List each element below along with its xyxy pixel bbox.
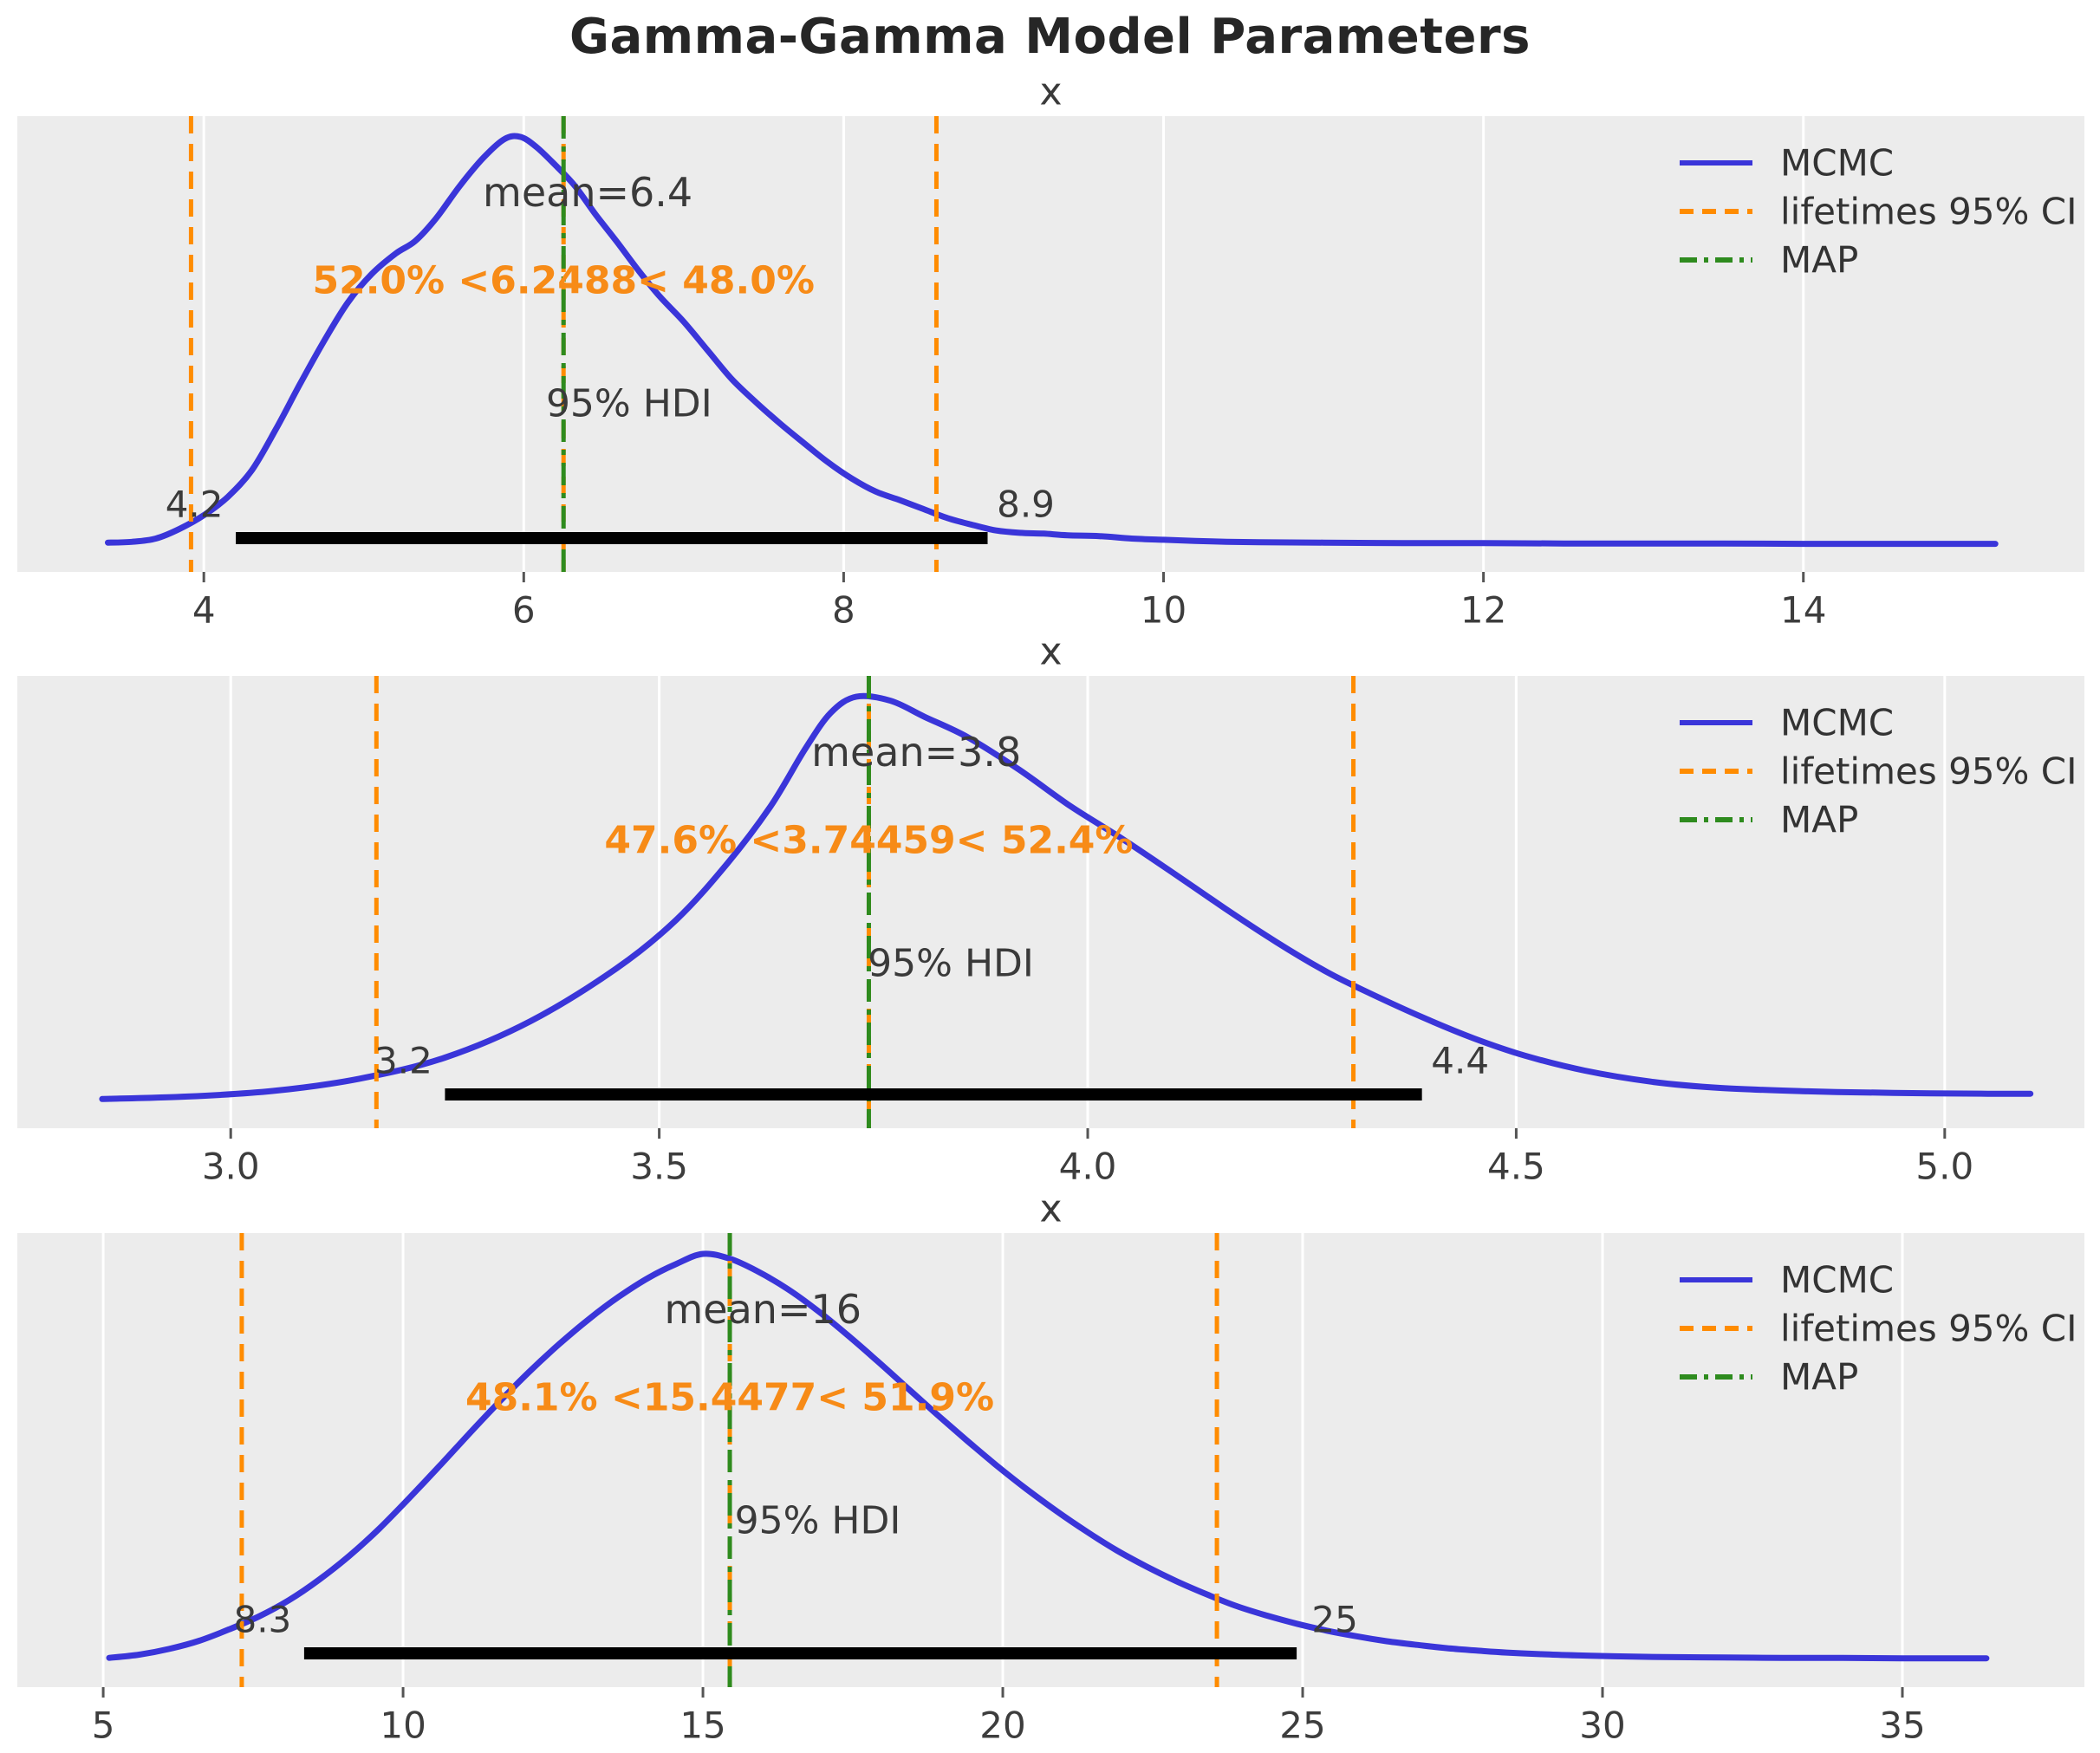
mcmc-curve [99, 692, 2034, 1102]
hdi-label: 95% HDI [735, 1499, 901, 1543]
hdi-upper-label: 8.9 [997, 484, 1055, 526]
legend-item-lifetimes-95-ci: lifetimes 95% CI [1680, 1308, 2077, 1350]
subplot-1: x 4 6 8 10 12 14 4.2 8.9 95% HDI mean=6.4 52.0% <6.… [17, 70, 2084, 632]
legend-item-label: lifetimes 95% CI [1780, 191, 2077, 233]
legend-item-map: MAP [1680, 799, 1858, 841]
legend-item-label: MAP [1780, 239, 1858, 282]
x-tick-label: 14 [1780, 589, 1826, 632]
legend-item-label: MCMC [1780, 1259, 1894, 1302]
legend-item-mcmc: MCMC [1680, 1259, 1894, 1302]
x-tick-label: 5 [92, 1704, 115, 1747]
figure-title: Gamma-Gamma Model Parameters [569, 9, 1531, 65]
legend-item-label: lifetimes 95% CI [1780, 1308, 2077, 1350]
x-tick-label: 10 [380, 1704, 426, 1747]
interval-annotation: 48.1% <15.4477< 51.9% [465, 1376, 994, 1420]
subplot-3-title: x [1039, 1187, 1062, 1231]
hdi-lower-label: 3.2 [374, 1040, 432, 1082]
hdi-bar [236, 532, 988, 544]
x-tick-label: 25 [1279, 1704, 1325, 1747]
subplot-1-title: x [1039, 70, 1062, 114]
hdi-lower-label: 8.3 [233, 1599, 291, 1641]
x-tick-label: 4 [192, 589, 216, 632]
x-tick-label: 6 [512, 589, 536, 632]
interval-annotation: 52.0% <6.2488< 48.0% [312, 259, 814, 303]
x-tick-label: 12 [1460, 589, 1506, 632]
legend-item-map: MAP [1680, 1356, 1858, 1399]
x-tick-label: 4.0 [1059, 1146, 1117, 1188]
mean-annotation: mean=6.4 [483, 169, 692, 216]
hdi-lower-label: 4.2 [166, 484, 224, 526]
legend-item-lifetimes-95-ci: lifetimes 95% CI [1680, 191, 2077, 233]
hdi-bar [303, 1647, 1297, 1659]
subplot-2-plot-area [17, 676, 2084, 1128]
hdi-label: 95% HDI [546, 382, 712, 426]
mean-annotation: mean=3.8 [811, 729, 1021, 776]
subplot-2: x 3.0 3.5 4.0 4.5 5.0 3.2 4.4 95% HDI mean=3.8 47.… [17, 630, 2084, 1188]
x-tick-label: 8 [832, 589, 855, 632]
legend-item-label: MAP [1780, 1356, 1858, 1399]
legend: MCMC lifetimes 95% CI MAP [1680, 142, 2077, 282]
hdi-bar [445, 1088, 1422, 1100]
legend-item-label: lifetimes 95% CI [1780, 750, 2077, 793]
interval-annotation: 47.6% <3.74459< 52.4% [604, 819, 1133, 863]
legend-item-map: MAP [1680, 239, 1858, 282]
legend-item-label: MAP [1780, 799, 1858, 841]
x-tick-label: 10 [1141, 589, 1187, 632]
mcmc-curve [106, 1250, 1990, 1662]
x-tick-label: 15 [679, 1704, 725, 1747]
x-tick-label: 30 [1579, 1704, 1625, 1747]
legend-item-mcmc: MCMC [1680, 142, 1894, 185]
legend: MCMC lifetimes 95% CI MAP [1680, 1259, 2077, 1399]
legend-item-label: MCMC [1780, 142, 1894, 185]
legend-item-lifetimes-95-ci: lifetimes 95% CI [1680, 750, 2077, 793]
x-tick-label: 5.0 [1915, 1146, 1973, 1188]
hdi-upper-label: 4.4 [1431, 1040, 1489, 1082]
mcmc-curve [105, 133, 1999, 548]
hdi-label: 95% HDI [868, 942, 1034, 986]
hdi-upper-label: 25 [1311, 1599, 1357, 1641]
x-tick-label: 20 [979, 1704, 1025, 1747]
mean-annotation: mean=16 [664, 1286, 861, 1333]
x-tick-label: 35 [1879, 1704, 1925, 1747]
subplot-2-title: x [1039, 630, 1062, 674]
legend-item-label: MCMC [1780, 702, 1894, 744]
x-tick-label: 4.5 [1487, 1146, 1545, 1188]
subplot-3-plot-area [17, 1233, 2084, 1687]
subplot-3: x 5 10 15 20 25 30 35 8.3 25 95% HDI mean=16 48.1% <… [17, 1187, 2084, 1747]
x-tick-label: 3.5 [630, 1146, 688, 1188]
legend-item-mcmc: MCMC [1680, 702, 1894, 744]
legend: MCMC lifetimes 95% CI MAP [1680, 702, 2077, 841]
x-tick-label: 3.0 [202, 1146, 260, 1188]
subplot-1-plot-area [17, 116, 2084, 572]
